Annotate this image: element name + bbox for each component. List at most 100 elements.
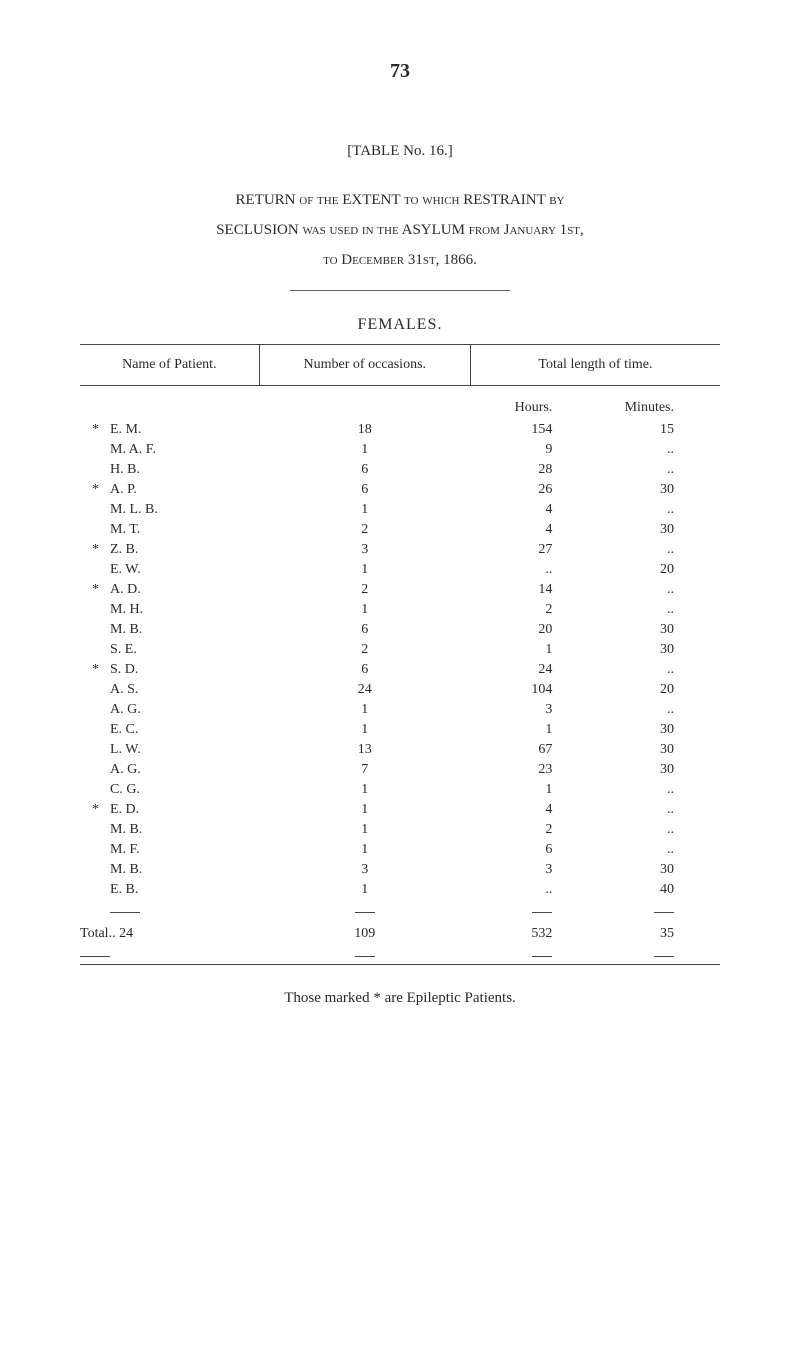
patient-name: A. G. (110, 702, 141, 717)
hours-value: 3 (514, 702, 552, 718)
title-part: was used in the (302, 222, 398, 238)
occasions-value: 7 (259, 760, 470, 780)
patient-name: M. T. (110, 522, 140, 537)
table-row: *Z. B.327.. (80, 540, 720, 560)
table-row: E. W.1..20 (80, 560, 720, 580)
patient-name: L. W. (110, 742, 141, 757)
star-marker: * (92, 662, 99, 678)
table-row: A. S.2410420 (80, 680, 720, 700)
table-row: M. A. F.19.. (80, 440, 720, 460)
total-divider-row (80, 900, 720, 920)
patient-name: A. S. (110, 682, 138, 697)
minutes-value: 40 (636, 882, 674, 898)
hours-value: 1 (514, 642, 552, 658)
patient-name: H. B. (110, 462, 140, 477)
table-row: *E. M.1815415 (80, 420, 720, 440)
title-part: of the (299, 192, 338, 208)
minutes-value: 20 (636, 562, 674, 578)
subheader-minutes: Minutes. (625, 400, 674, 416)
minutes-value: 30 (636, 622, 674, 638)
table-row: M. F. 1 6.. (80, 840, 720, 860)
table-row: *E. D.14.. (80, 800, 720, 820)
minutes-value: .. (636, 842, 674, 858)
title-part: to (323, 252, 337, 268)
hours-value: 1 (514, 782, 552, 798)
occasions-value: 6 (259, 460, 470, 480)
hours-value: 4 (514, 802, 552, 818)
title-part: December 31st, 1866. (338, 252, 477, 268)
minutes-value: 30 (636, 722, 674, 738)
document-title: RETURN of the EXTENT to which RESTRAINT … (80, 185, 720, 275)
total-label: Total.. 24 (80, 926, 133, 941)
table-row: M. L. B.14.. (80, 500, 720, 520)
table-row: *A. D.214.. (80, 580, 720, 600)
table-row: H. B.628.. (80, 460, 720, 480)
title-part: RETURN (236, 192, 300, 208)
patient-name: Z. B. (110, 542, 138, 557)
table-row: M. B.62030 (80, 620, 720, 640)
hours-value: 4 (514, 522, 552, 538)
patient-name: M. L. B. (110, 502, 158, 517)
table-row: A. G.72330 (80, 760, 720, 780)
patient-name: S. D. (110, 662, 138, 677)
patient-name: M. H. (110, 602, 143, 617)
occasions-value: 1 (259, 840, 470, 860)
table-row: M. B.3330 (80, 860, 720, 880)
minutes-value: 15 (636, 422, 674, 438)
hours-value: 23 (514, 762, 552, 778)
column-header-occasions: Number of occasions. (259, 345, 470, 386)
table-row: M. T.2430 (80, 520, 720, 540)
minutes-value: 30 (636, 522, 674, 538)
hours-value: 1 (514, 722, 552, 738)
hours-value: 3 (514, 862, 552, 878)
patient-name: A. D. (110, 582, 141, 597)
patient-name: M. F. (110, 842, 140, 857)
hours-value: 6 (514, 842, 552, 858)
minutes-value: 20 (636, 682, 674, 698)
table-row: A. G.13.. (80, 700, 720, 720)
table-header-row: Name of Patient. Number of occasions. To… (80, 345, 720, 386)
minutes-value: .. (636, 442, 674, 458)
patient-name: A. P. (110, 482, 137, 497)
patient-name: M. A. F. (110, 442, 156, 457)
occasions-value: 3 (259, 540, 470, 560)
occasions-value: 18 (259, 420, 470, 440)
hours-value: 104 (514, 682, 552, 698)
total-row: Total.. 2410953235 (80, 920, 720, 944)
title-part: to which (404, 192, 459, 208)
hours-value: .. (514, 882, 552, 898)
minutes-value: .. (636, 602, 674, 618)
occasions-value: 3 (259, 860, 470, 880)
column-header-time: Total length of time. (470, 345, 720, 386)
patient-name: M. B. (110, 822, 142, 837)
minutes-value: .. (636, 782, 674, 798)
patient-name: E. W. (110, 562, 141, 577)
subheader-hours: Hours. (514, 400, 552, 416)
occasions-value: 2 (259, 640, 470, 660)
title-part: January 1st, (500, 222, 584, 238)
title-part: RESTRAINT (459, 192, 549, 208)
table-row: S. E.2130 (80, 640, 720, 660)
occasions-value: 13 (259, 740, 470, 760)
minutes-value: 30 (636, 482, 674, 498)
occasions-value: 6 (259, 660, 470, 680)
minutes-value: 30 (636, 862, 674, 878)
total-minutes: 35 (636, 926, 674, 942)
minutes-value: .. (636, 502, 674, 518)
star-marker: * (92, 482, 99, 498)
star-marker: * (92, 542, 99, 558)
star-marker: * (92, 422, 99, 438)
patient-name: S. E. (110, 642, 137, 657)
table-row: E. C.1130 (80, 720, 720, 740)
table-row: M. H.12.. (80, 600, 720, 620)
minutes-value: .. (636, 662, 674, 678)
data-table-container: Name of Patient. Number of occasions. To… (80, 344, 720, 965)
occasions-value: 1 (259, 780, 470, 800)
table-row: E. B.1..40 (80, 880, 720, 900)
title-part: from (469, 222, 500, 238)
table-row: *A. P.62630 (80, 480, 720, 500)
hours-value: 9 (514, 442, 552, 458)
title-part: SECLUSION (216, 222, 302, 238)
minutes-value: 30 (636, 762, 674, 778)
females-heading: FEMALES. (80, 316, 720, 334)
